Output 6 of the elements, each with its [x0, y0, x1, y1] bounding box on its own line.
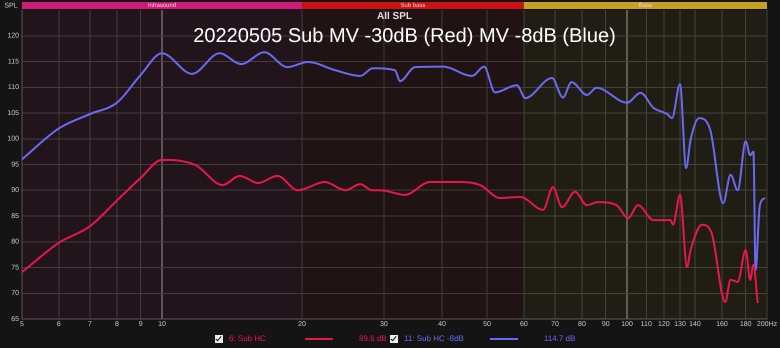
text: 6: Sub HC	[229, 334, 267, 343]
text: 89.6 dB	[359, 334, 387, 343]
chart-title: All SPL	[376, 11, 412, 22]
text: 114.7 dB	[544, 334, 576, 343]
text: 11: Sub HC -8dB	[404, 334, 464, 343]
text: 20220505 Sub MV -30dB (Red) MV -8dB (Blue)	[193, 25, 616, 47]
